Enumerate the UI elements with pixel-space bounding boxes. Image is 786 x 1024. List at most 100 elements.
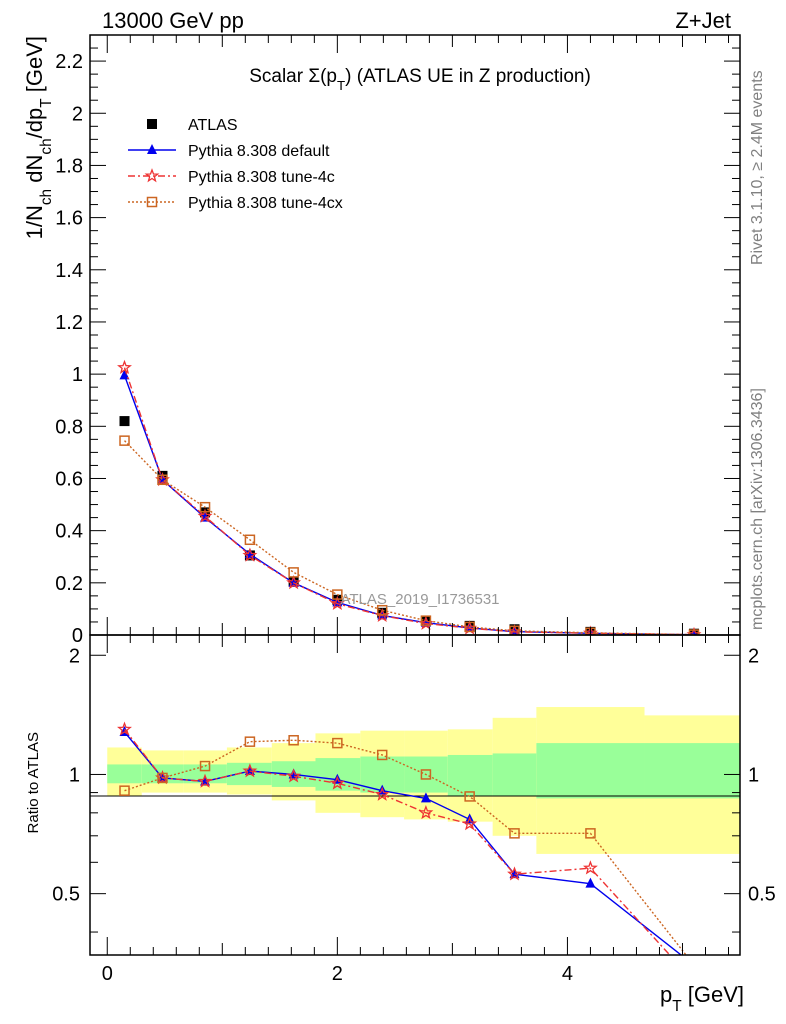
point-0-0 (119, 416, 130, 427)
legend-label-0: ATLAS (188, 117, 238, 134)
ratio-point-2-3 (242, 763, 258, 778)
y-tick-label: 0 (72, 625, 83, 647)
series-line-2 (123, 367, 694, 635)
ratio-point-2-6 (374, 786, 390, 801)
watermark: ATLAS_2019_I1736531 (340, 591, 499, 608)
x-tick-label: 4 (562, 963, 573, 985)
ratio-series (117, 721, 699, 970)
ratio-point-3-7 (420, 769, 432, 780)
point-3-1 (157, 474, 168, 486)
ratio-point-3-4 (288, 735, 299, 746)
series-line-3 (124, 440, 694, 635)
band-inner-0 (107, 764, 142, 784)
y-tick-label: 0.8 (55, 416, 83, 438)
y-tick-label: 2 (72, 103, 83, 125)
ratio-tick-label-right: 1 (748, 764, 759, 786)
legend-marker-2 (144, 168, 160, 183)
point-3-5 (332, 589, 343, 600)
point-3-3 (244, 534, 256, 546)
ratio-frame (89, 634, 741, 956)
legend-label-2: Pythia 8.308 tune-4c (188, 169, 335, 186)
ratio-line-2 (123, 728, 671, 955)
ratio-point-3-5 (332, 737, 343, 749)
ratio-bands (107, 707, 740, 854)
ratio-point-3-11 (689, 961, 698, 970)
ratio-tick-labels: 0.5 0.5 1 1 2 2 (52, 645, 776, 905)
ratio-tick-label: 1 (69, 764, 80, 786)
ratio-tick-label-right: 2 (748, 645, 759, 667)
y-tick-label: 0.4 (55, 521, 83, 543)
point-2-0 (117, 359, 132, 375)
ratio-line-1 (123, 731, 683, 955)
ratio-tick-label-right: 0.5 (748, 884, 776, 906)
ratio-point-3-9 (509, 828, 520, 839)
x-axis-label: pT [GeV] (660, 982, 744, 1015)
point-3-4 (288, 567, 299, 578)
rivet-label: Rivet 3.1.10, ≥ 2.4M events (749, 70, 766, 265)
ratio-line-3 (124, 739, 687, 955)
y-tick-label: 0.2 (55, 573, 83, 595)
ratio-axis-label: Ratio to ATLAS (25, 732, 42, 833)
x-tick-labels: 0 2 4 (102, 963, 573, 985)
band-inner-8 (447, 754, 493, 797)
ratio-point-3-1 (157, 772, 168, 784)
band-inner-10 (536, 743, 645, 799)
legend-marker-0 (147, 119, 157, 129)
legend: ATLAS Pythia 8.308 default Pythia 8.308 tu… (128, 117, 343, 212)
ratio-point-2-0 (117, 721, 132, 736)
y-tick-label: 1.2 (55, 312, 83, 334)
y-tick-label: 1.8 (55, 155, 83, 177)
ratio-point-2-7 (418, 804, 434, 820)
band-inner-5 (315, 758, 361, 791)
point-3-6 (376, 604, 388, 616)
ratio-point-1-11 (689, 959, 699, 969)
ratio-point-1-10 (585, 877, 596, 888)
legend-label-1: Pythia 8.308 default (188, 143, 330, 160)
x-tick-label: 0 (102, 963, 113, 985)
y-axis-label: 1/Nch dNch/dpT [GeV] (22, 36, 55, 239)
ratio-point-2-10 (582, 860, 598, 875)
point-3-7 (420, 615, 432, 626)
ratio-point-3-10 (585, 828, 596, 839)
y-tick-label: 1.4 (55, 260, 83, 282)
legend-marker-3 (146, 196, 158, 208)
ratio-point-3-3 (244, 736, 256, 747)
band-inner-11 (644, 743, 740, 799)
header-left: 13000 GeV pp (102, 8, 244, 33)
legend-label-3: Pythia 8.308 tune-4cx (188, 195, 343, 212)
ratio-point-2-8 (462, 815, 478, 831)
ratio-point-2-5 (329, 775, 345, 790)
ratio-tick-label: 2 (69, 645, 80, 667)
y-tick-label: 1.6 (55, 208, 83, 230)
point-1-11 (690, 628, 698, 635)
band-inner-9 (492, 753, 537, 797)
point-3-0 (119, 435, 130, 446)
axis-ticks (90, 34, 740, 955)
point-2-2 (197, 508, 213, 523)
point-2-3 (242, 547, 258, 562)
ratio-point-3-8 (464, 791, 475, 802)
point-3-9 (509, 625, 520, 635)
chart-title: Scalar Σ(pT) (ATLAS UE in Z production) (249, 66, 591, 93)
ratio-point-3-2 (199, 760, 211, 772)
point-2-5 (329, 595, 345, 610)
main-series (117, 359, 702, 635)
ratio-point-3-6 (376, 749, 388, 761)
point-3-8 (464, 621, 475, 633)
point-1-0 (119, 369, 130, 380)
point-2-4 (286, 574, 302, 590)
y-tick-label: 1 (72, 364, 83, 386)
ratio-point-1-7 (420, 792, 431, 803)
mcplots-label: mcplots.cern.ch [arXiv:1306.3436] (749, 388, 766, 630)
ratio-point-2-2 (197, 773, 213, 788)
ratio-point-2-4 (286, 768, 302, 783)
x-tick-label: 2 (332, 963, 343, 985)
ratio-tick-label: 0.5 (52, 884, 80, 906)
legend-marker-1 (147, 144, 157, 154)
y-tick-labels: 0 0.2 0.4 0.6 0.8 1 1.2 1.4 1.6 1.8 2 2.2 (55, 51, 83, 647)
y-tick-label: 2.2 (55, 51, 83, 73)
ratio-point-3-0 (119, 785, 130, 796)
point-3-2 (199, 501, 211, 513)
header-right: Z+Jet (675, 8, 731, 33)
